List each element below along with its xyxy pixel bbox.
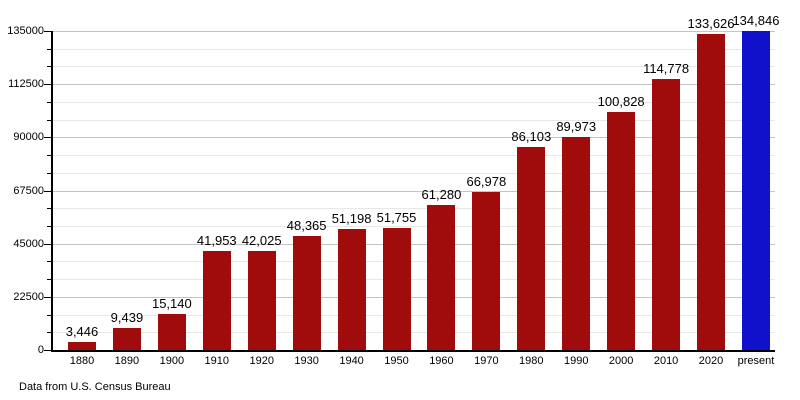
gridline-major (53, 31, 775, 32)
bar-value-label: 3,446 (65, 323, 99, 339)
x-axis-category-label: 1930 (294, 355, 319, 367)
bar-value-label: 61,280 (421, 187, 462, 203)
bar-value-label: 51,198 (331, 211, 372, 227)
y-axis-minor-tick (47, 279, 51, 281)
gridline-minor (53, 314, 775, 316)
bar-value-label: 89,973 (556, 119, 597, 135)
y-axis-major-tick (44, 350, 51, 351)
bar-2010 (652, 78, 681, 350)
y-axis-major-tick (44, 137, 51, 139)
bar-present (741, 31, 770, 350)
y-axis-tick-label: 135000 (7, 25, 44, 37)
y-axis-tick-label: 67500 (13, 184, 44, 197)
y-axis-minor-tick (47, 119, 51, 121)
y-axis-tick-label: 22500 (13, 290, 44, 303)
bar-1970 (472, 191, 501, 350)
bar-value-label: 9,439 (110, 309, 144, 325)
x-axis-category-label: 1980 (519, 355, 544, 367)
y-axis-minor-tick (47, 261, 51, 263)
gridline-major (53, 137, 775, 139)
y-axis-minor-tick (47, 332, 51, 334)
y-axis-minor-tick (47, 155, 51, 157)
x-axis-category-label: 1960 (429, 355, 454, 367)
data-source-note: Data from U.S. Census Bureau (19, 381, 171, 393)
gridline-minor (53, 208, 775, 210)
y-axis-major-tick (44, 84, 51, 86)
gridline-major (53, 296, 775, 298)
bar-1930 (292, 235, 321, 350)
x-axis-category-label: 1910 (204, 355, 230, 367)
gridline-minor (53, 225, 775, 227)
bar-1880 (68, 341, 96, 350)
y-axis-tick-label: 90000 (13, 131, 44, 144)
bar-value-label: 114,778 (643, 60, 690, 76)
gridline-minor (53, 101, 775, 103)
x-axis-category-label: present (737, 355, 775, 367)
bar-1990 (562, 137, 591, 350)
y-axis-major-tick (44, 31, 51, 32)
bar-1910 (202, 250, 231, 350)
bar-value-label: 48,365 (286, 217, 327, 233)
y-axis-major-tick (44, 190, 51, 192)
x-axis-category-label: 1900 (159, 355, 185, 367)
bar-1940 (337, 229, 366, 350)
gridline-minor (53, 155, 775, 157)
y-axis-minor-tick (47, 172, 51, 174)
bar-value-label: 51,755 (376, 209, 417, 225)
bar-2000 (607, 111, 636, 350)
x-axis-category-label: 2020 (698, 355, 724, 367)
y-axis-minor-tick (47, 101, 51, 103)
bar-value-label: 134,846 (732, 13, 780, 29)
bar-1890 (112, 327, 141, 350)
bar-value-label: 100,828 (597, 93, 645, 109)
bar-1900 (157, 314, 186, 350)
gridline-minor (53, 172, 775, 174)
x-axis-category-label: 1990 (563, 355, 589, 367)
bar-value-label: 133,626 (687, 16, 735, 32)
y-axis-major-tick (44, 296, 51, 298)
bar-1920 (247, 250, 276, 350)
bar-2020 (697, 34, 726, 350)
gridline-minor (53, 66, 775, 68)
y-axis-minor-tick (47, 66, 51, 68)
x-axis-category-label: 1940 (339, 355, 364, 367)
gridline-minor (53, 332, 775, 334)
plot-area: 3,446 9,439 15,140 41,953 42,025 48,365 51,198… (44, 13, 779, 352)
gridline-minor (53, 279, 775, 281)
bar-1980 (517, 146, 546, 350)
gridline-major (53, 243, 775, 245)
x-axis-category-label: 1950 (384, 355, 409, 367)
y-axis-minor-tick (47, 225, 51, 227)
bar-value-label: 66,978 (466, 173, 507, 189)
gridline-major (53, 190, 775, 192)
x-axis-category-label: 2010 (653, 355, 679, 367)
bar-value-label: 86,103 (511, 128, 552, 144)
y-axis-major-tick (44, 243, 51, 245)
y-axis-tick-label: 112500 (8, 78, 44, 91)
gridline-minor (53, 119, 775, 121)
y-axis-minor-tick (47, 314, 51, 316)
bar-value-label: 41,953 (196, 232, 237, 248)
bar-value-label: 42,025 (241, 232, 282, 248)
x-axis-category-label: 1880 (69, 355, 95, 367)
bar-value-label: 15,140 (151, 296, 192, 312)
x-axis-category-label: 2000 (608, 355, 634, 367)
y-axis-minor-tick (47, 48, 51, 50)
x-axis-category-label: 1970 (474, 355, 499, 367)
x-axis-category-label: 1920 (249, 355, 274, 367)
bar-1950 (382, 227, 411, 350)
gridline-major (53, 84, 775, 86)
gridline-minor (53, 261, 775, 263)
x-axis-category-label: 1890 (114, 355, 140, 367)
y-axis-tick-label: 45000 (13, 237, 44, 250)
y-axis-minor-tick (47, 208, 51, 210)
y-axis-tick-label: 0 (37, 344, 44, 356)
bar-1960 (427, 205, 456, 350)
gridline-minor (53, 48, 775, 50)
